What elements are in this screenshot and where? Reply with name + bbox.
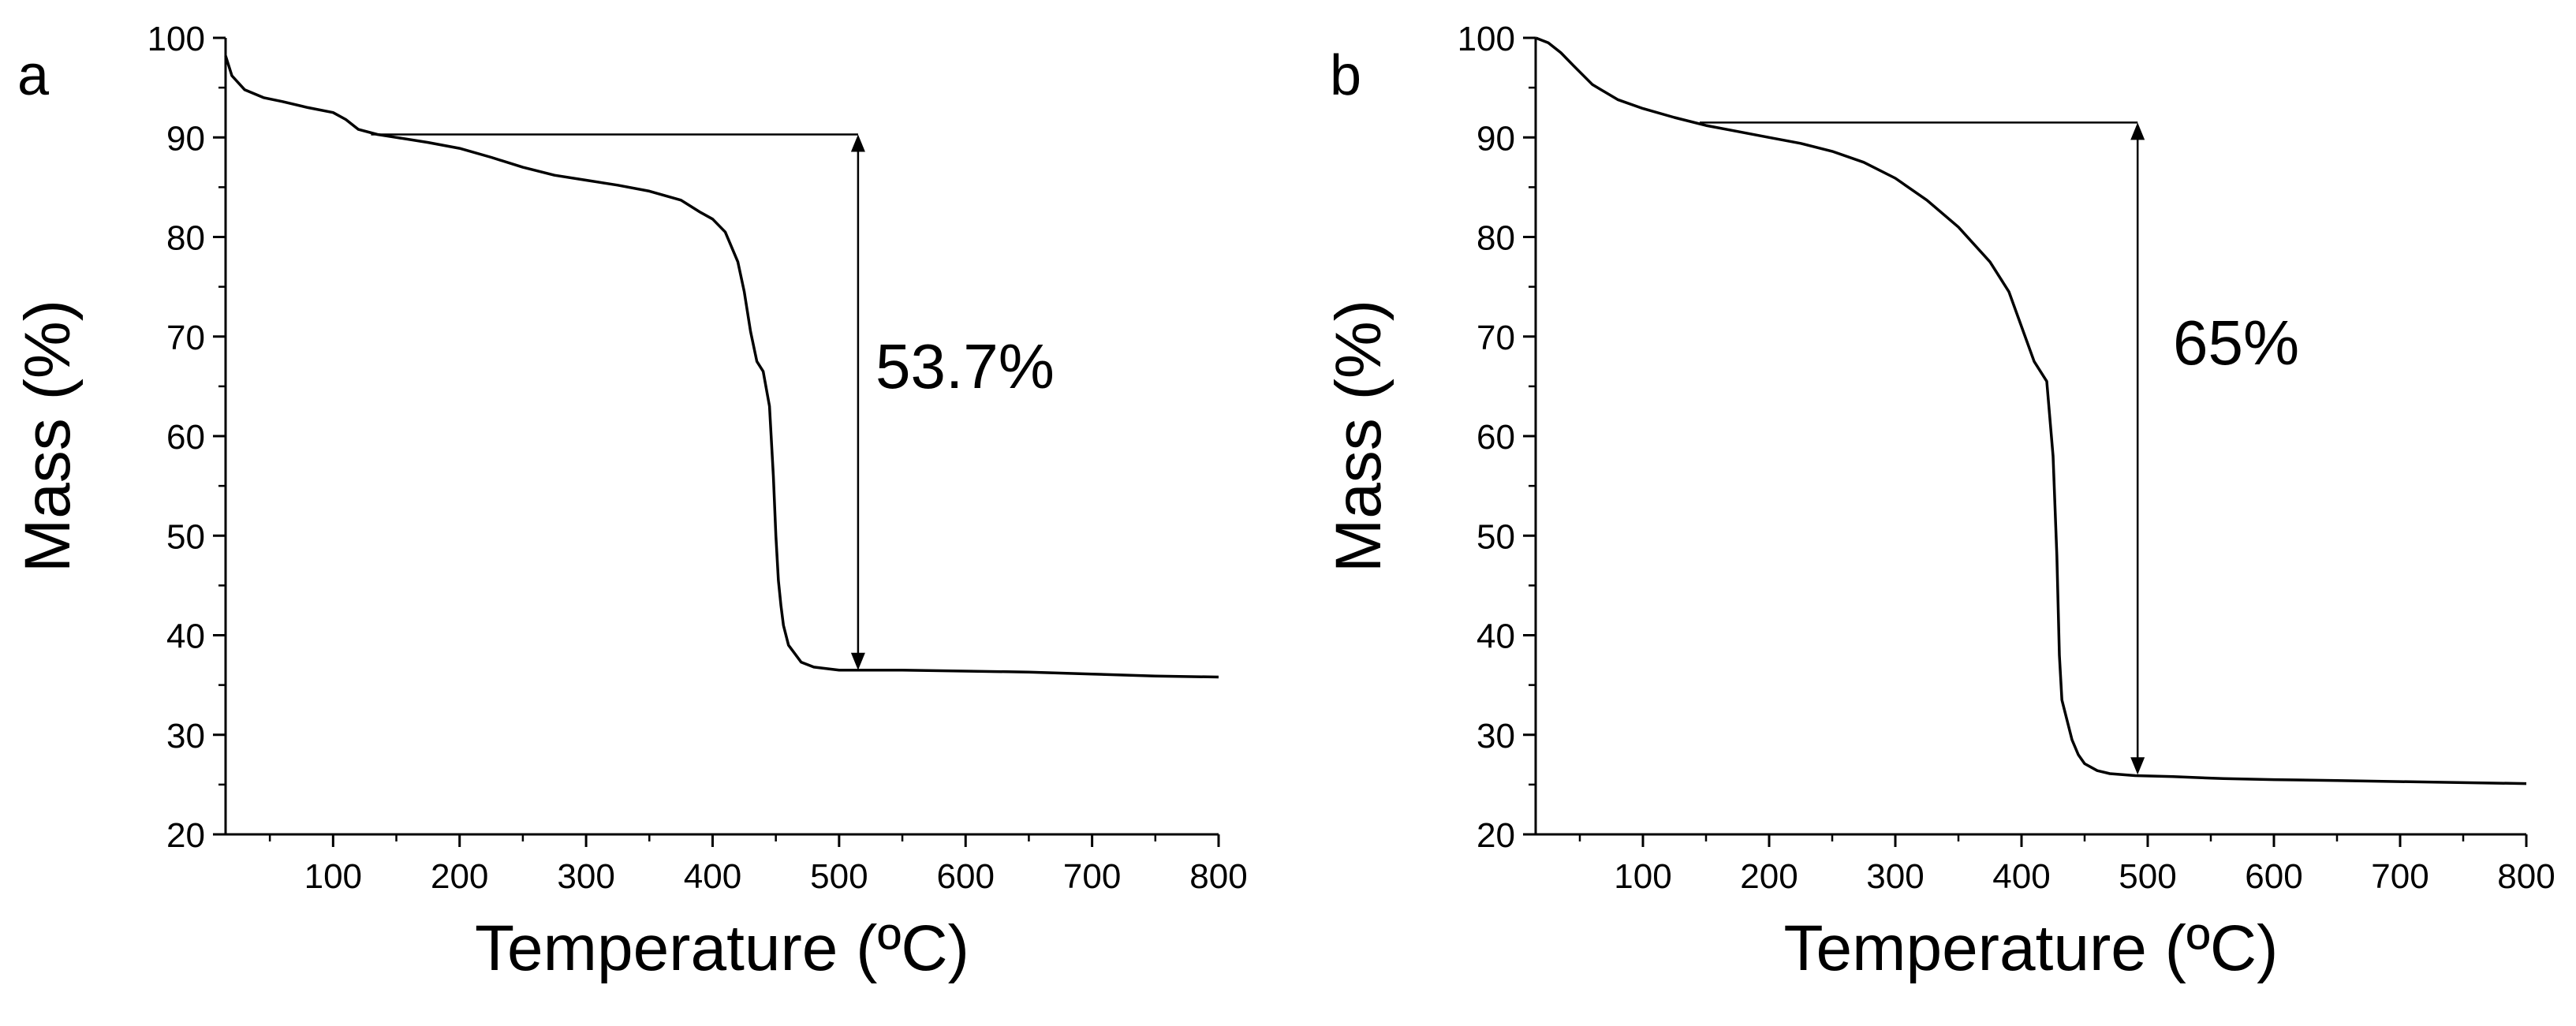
panel-label: b — [1330, 44, 1361, 107]
panel-label: a — [17, 44, 50, 107]
y-tick-label: 90 — [166, 119, 205, 158]
y-tick-label: 80 — [1477, 219, 1515, 258]
x-tick-label: 400 — [1992, 857, 2050, 896]
x-tick-label: 600 — [2245, 857, 2302, 896]
x-tick-label: 800 — [2497, 857, 2555, 896]
x-tick-label: 100 — [1614, 857, 1671, 896]
y-tick-label: 100 — [147, 20, 205, 58]
mass-curve — [1535, 36, 2527, 785]
y-tick-label: 60 — [1477, 418, 1515, 457]
x-tick-label: 700 — [2371, 857, 2429, 896]
y-tick-label: 30 — [166, 717, 205, 756]
y-tick-label: 80 — [166, 219, 205, 258]
x-axis-title: Temperature (ºC) — [475, 912, 969, 984]
x-tick-label: 800 — [1189, 857, 1247, 896]
x-tick-label: 400 — [684, 857, 741, 896]
arrow-head-down — [850, 652, 865, 670]
panel-b: 100 200 300 400 500 600 700 800 20 30 40 50 60 70 80 90… — [1323, 20, 2555, 984]
y-tick-label: 60 — [166, 418, 205, 457]
y-tick-label: 50 — [166, 517, 205, 556]
y-axis-title: Mass (%) — [12, 300, 84, 573]
arrow-head-up — [2130, 122, 2145, 140]
mass-loss-label: 53.7% — [875, 331, 1055, 401]
x-tick-label: 300 — [557, 857, 614, 896]
x-tick-label: 600 — [937, 857, 995, 896]
y-tick-label: 40 — [166, 617, 205, 656]
y-tick-label: 90 — [1477, 119, 1515, 158]
y-tick-label: 20 — [166, 816, 205, 855]
x-tick-label: 500 — [810, 857, 868, 896]
x-tick-label: 200 — [431, 857, 488, 896]
x-tick-label: 100 — [304, 857, 362, 896]
x-tick-label: 200 — [1740, 857, 1798, 896]
mass-curve — [224, 55, 1219, 679]
mass-loss-label: 65% — [2173, 308, 2299, 378]
y-tick-label: 20 — [1477, 816, 1515, 855]
arrow-head-down — [2130, 757, 2145, 775]
x-tick-label: 500 — [2119, 857, 2176, 896]
panel-a: 100 200 300 400 500 600 700 800 20 30 40 50 60 70 80 90… — [12, 20, 1248, 984]
y-tick-label: 70 — [166, 319, 205, 357]
y-tick-label: 50 — [1477, 517, 1515, 556]
y-tick-label: 40 — [1477, 617, 1515, 656]
x-axis-title: Temperature (ºC) — [1784, 912, 2279, 984]
x-tick-label: 300 — [1866, 857, 1924, 896]
arrow-head-up — [850, 134, 865, 152]
y-tick-label: 30 — [1477, 717, 1515, 756]
y-axis-title: Mass (%) — [1323, 300, 1394, 573]
x-tick-label: 700 — [1063, 857, 1121, 896]
y-tick-label: 70 — [1477, 319, 1515, 357]
y-tick-label: 100 — [1458, 20, 1515, 58]
